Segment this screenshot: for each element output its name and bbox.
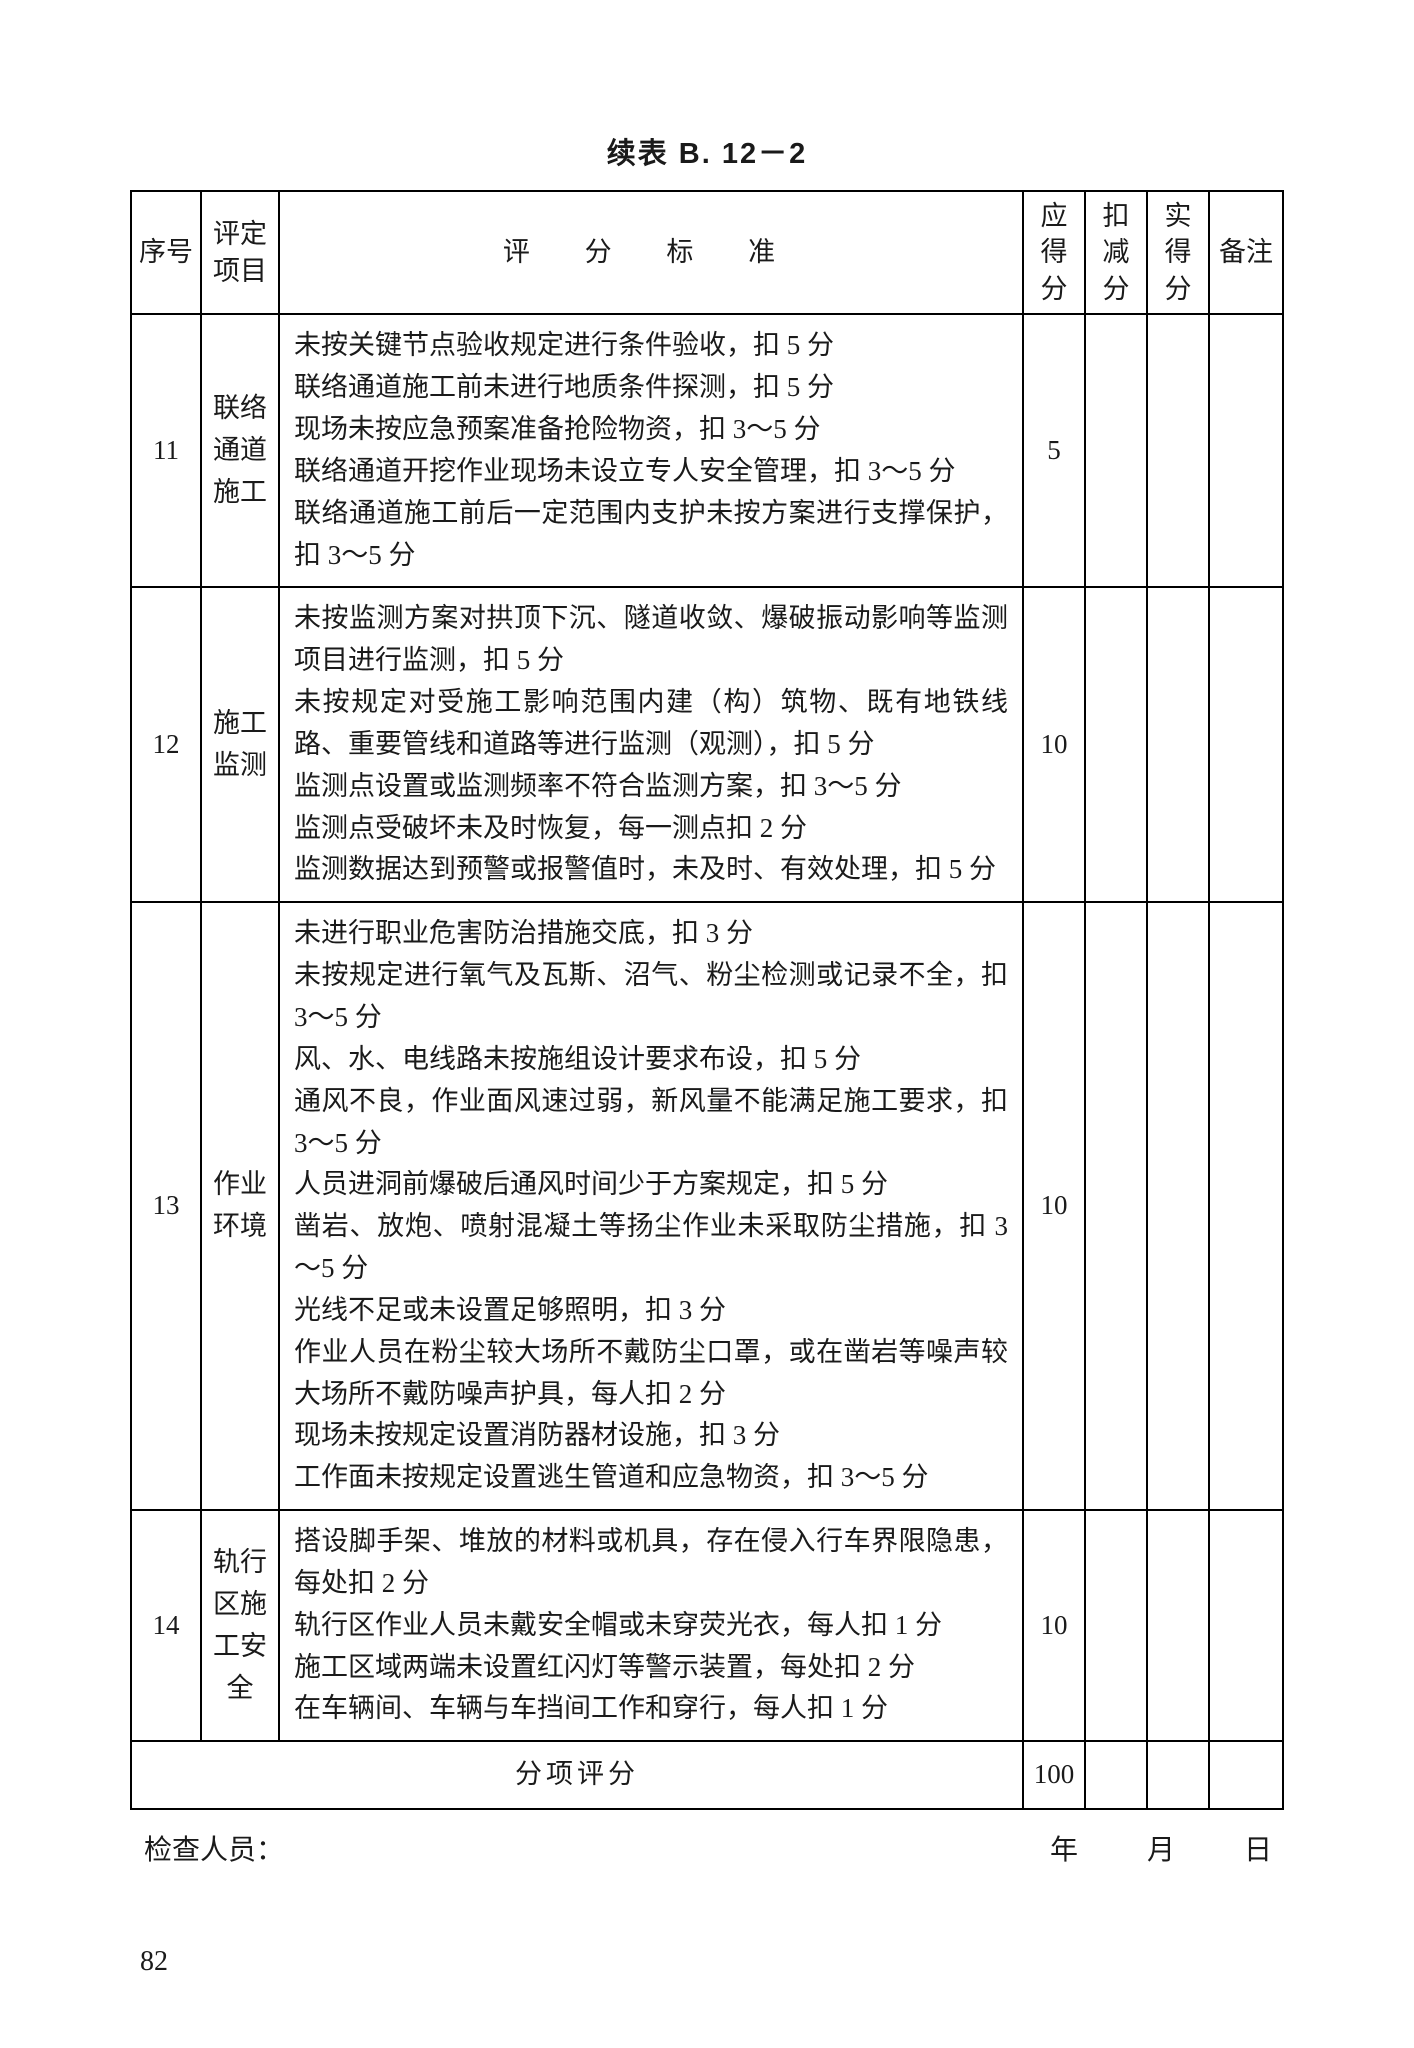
cell-actual: [1147, 314, 1209, 587]
cell-criteria: 搭设脚手架、堆放的材料或机具，存在侵入行车界限隐患，每处扣 2 分轨行区作业人员…: [279, 1510, 1023, 1741]
col-header-actual: 实得 分: [1147, 191, 1209, 314]
subtotal-blank: [1085, 1741, 1147, 1809]
subtotal-row: 分项评分100: [131, 1741, 1283, 1809]
cell-deduct: [1085, 587, 1147, 902]
table-row: 11联络通道施工未按关键节点验收规定进行条件验收，扣 5 分联络通道施工前未进行…: [131, 314, 1283, 587]
cell-deduct: [1085, 314, 1147, 587]
cell-actual: [1147, 902, 1209, 1510]
cell-actual: [1147, 1510, 1209, 1741]
cell-criteria: 未进行职业危害防治措施交底，扣 3 分未按规定进行氧气及瓦斯、沼气、粉尘检测或记…: [279, 902, 1023, 1510]
col-header-criteria: 评 分 标 准: [279, 191, 1023, 314]
table-row: 13作业环境未进行职业危害防治措施交底，扣 3 分未按规定进行氧气及瓦斯、沼气、…: [131, 902, 1283, 1510]
subtotal-blank: [1209, 1741, 1283, 1809]
table-body: 11联络通道施工未按关键节点验收规定进行条件验收，扣 5 分联络通道施工前未进行…: [131, 314, 1283, 1809]
date-section: 年 月 日: [1050, 1828, 1274, 1868]
cell-deduct: [1085, 1510, 1147, 1741]
cell-item: 轨行区施工安全: [201, 1510, 279, 1741]
cell-item: 作业环境: [201, 902, 279, 1510]
document-page: 续表 B. 12－2 序号 评定 项目 评 分 标 准: [0, 0, 1414, 2048]
cell-actual: [1147, 587, 1209, 902]
page-number: 82: [140, 1946, 168, 1978]
col-header-seq: 序号: [131, 191, 201, 314]
cell-note: [1209, 314, 1283, 587]
subtotal-score: 100: [1023, 1741, 1085, 1809]
cell-should-score: 10: [1023, 902, 1085, 1510]
cell-note: [1209, 1510, 1283, 1741]
col-header-should: 应得 分: [1023, 191, 1085, 314]
cell-should-score: 5: [1023, 314, 1085, 587]
col-header-deduct: 扣减 分: [1085, 191, 1147, 314]
cell-should-score: 10: [1023, 587, 1085, 902]
table-row: 12施工监测未按监测方案对拱顶下沉、隧道收敛、爆破振动影响等监测项目进行监测，扣…: [131, 587, 1283, 902]
scoring-table: 序号 评定 项目 评 分 标 准 应得 分 扣减: [130, 190, 1284, 1810]
cell-seq: 12: [131, 587, 201, 902]
table-row: 14轨行区施工安全搭设脚手架、堆放的材料或机具，存在侵入行车界限隐患，每处扣 2…: [131, 1510, 1283, 1741]
cell-note: [1209, 587, 1283, 902]
cell-note: [1209, 902, 1283, 1510]
cell-item: 联络通道施工: [201, 314, 279, 587]
cell-seq: 11: [131, 314, 201, 587]
table-caption: 续表 B. 12－2: [130, 130, 1284, 172]
cell-deduct: [1085, 902, 1147, 1510]
cell-seq: 14: [131, 1510, 201, 1741]
table-header-row: 序号 评定 项目 评 分 标 准 应得 分 扣减: [131, 191, 1283, 314]
inspector-label: 检查人员：: [144, 1828, 284, 1868]
footer-row: 检查人员： 年 月 日: [130, 1810, 1284, 1868]
subtotal-blank: [1147, 1741, 1209, 1809]
cell-criteria: 未按关键节点验收规定进行条件验收，扣 5 分联络通道施工前未进行地质条件探测，扣…: [279, 314, 1023, 587]
col-header-note: 备注: [1209, 191, 1283, 314]
cell-should-score: 10: [1023, 1510, 1085, 1741]
cell-criteria: 未按监测方案对拱顶下沉、隧道收敛、爆破振动影响等监测项目进行监测，扣 5 分未按…: [279, 587, 1023, 902]
col-header-item: 评定 项目: [201, 191, 279, 314]
subtotal-label: 分项评分: [131, 1741, 1023, 1809]
cell-item: 施工监测: [201, 587, 279, 902]
cell-seq: 13: [131, 902, 201, 1510]
